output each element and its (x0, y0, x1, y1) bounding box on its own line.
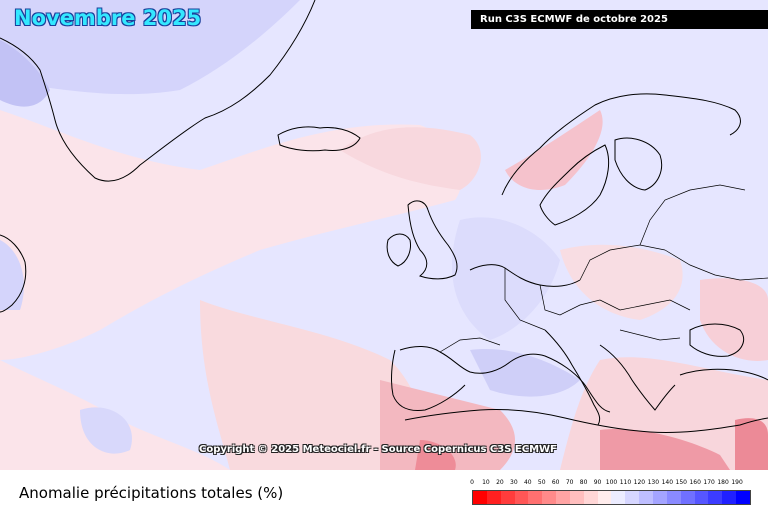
legend-tick-label: 0 (470, 479, 474, 486)
strong-anomaly-levant (735, 418, 768, 470)
legend-tick-label: 100 (605, 479, 618, 486)
legend-tick-label: 180 (717, 479, 729, 486)
great-britain-coast (407, 200, 458, 280)
legend-tick-label: 190 (731, 479, 743, 486)
ireland-coast (386, 233, 411, 267)
map-canvas (0, 0, 768, 470)
legend-swatch (583, 491, 598, 504)
legend-tick-label: 160 (689, 479, 701, 486)
negative-anomaly-labrador (0, 240, 24, 310)
coastlines (0, 0, 768, 434)
border-baltics-russia (639, 184, 746, 246)
legend-tick-label: 20 (496, 479, 504, 486)
positive-anomaly-north-africa (380, 380, 515, 470)
border-ukraine (664, 249, 768, 281)
legend-swatch (556, 491, 570, 504)
greenland-coast (0, 0, 316, 182)
portugal-coast (391, 349, 466, 411)
border-france-east (504, 268, 546, 331)
legend-swatch (528, 491, 543, 504)
legend-tick-label: 40 (523, 479, 532, 486)
copyright-text: Copyright © 2025 Meteociel.fr - Source C… (199, 444, 557, 455)
country-borders (439, 184, 768, 353)
positive-anomaly-atlantic (0, 110, 462, 360)
border-central (599, 299, 691, 311)
negative-anomaly-azores (80, 407, 132, 454)
legend-tick-label: 70 (565, 479, 574, 486)
legend-tick-label: 120 (633, 479, 646, 486)
legend-tick-label: 90 (593, 479, 602, 486)
turkey-coast (679, 368, 768, 381)
negative-anomaly-greenland-west (0, 40, 50, 107)
balkan-coast (599, 344, 676, 411)
legend-swatch (542, 491, 557, 504)
sweden-coast (539, 144, 610, 226)
negative-anomaly-western-med (470, 349, 580, 397)
legend-swatch (652, 491, 667, 504)
legend-swatch (569, 491, 584, 504)
border-balkans (619, 329, 681, 341)
map-title: Novembre 2025 (14, 6, 202, 30)
legend-tick-label: 150 (675, 479, 687, 486)
border-germany (539, 284, 601, 316)
north-africa-coast (404, 408, 768, 434)
negative-anomaly-france (451, 217, 560, 340)
positive-anomaly-east (700, 278, 768, 361)
north-sea-coast (469, 264, 581, 287)
legend-swatch (694, 491, 709, 504)
finland-coast (614, 137, 663, 191)
legend-tick-label: 170 (703, 479, 715, 486)
legend-swatch (625, 491, 640, 504)
legend-swatch (666, 491, 681, 504)
strong-anomaly-algeria (415, 440, 456, 470)
positive-anomaly-southwest (0, 360, 230, 470)
legend-swatch (486, 491, 501, 504)
labrador-coast (0, 234, 27, 313)
positive-anomaly-norway (505, 110, 603, 190)
black-sea-coast (689, 323, 744, 357)
positive-anomaly-central-europe (560, 244, 683, 320)
legend-tick-label: 130 (647, 479, 660, 486)
legend-tick-labels: 0 10 20 30 40 50 60 70 80 90 100 110 120 130 140 150 160… (462, 479, 758, 489)
norway-coast (501, 93, 741, 196)
legend-swatch (500, 491, 515, 504)
negative-anomaly-greenland (0, 0, 300, 95)
legend-tick-label: 50 (537, 479, 546, 486)
anomaly-map: Novembre 2025 Run C3S ECMWF de octobre 2… (0, 0, 768, 470)
legend-swatch (473, 491, 487, 504)
legend-caption: Anomalie précipitations totales (%) (19, 484, 284, 502)
run-label: Run C3S ECMWF de octobre 2025 (471, 10, 768, 29)
legend-swatch (514, 491, 529, 504)
positive-anomaly-midatlantic (340, 127, 481, 190)
legend-swatch (597, 491, 612, 504)
legend-tick-label: 110 (619, 479, 632, 486)
legend-tick-label: 80 (579, 479, 588, 486)
border-pyrenees (439, 337, 501, 353)
legend-swatch (736, 491, 750, 504)
legend-tick-label: 140 (661, 479, 674, 486)
strong-anomaly-libya-egypt (600, 429, 730, 470)
legend-panel: Anomalie précipitations totales (%) 0 10 2… (0, 470, 768, 512)
iceland-coast (277, 126, 361, 152)
legend-tick-label: 10 (482, 479, 490, 486)
border-poland (579, 244, 666, 281)
legend-swatch (611, 491, 626, 504)
legend-tick-label: 30 (510, 479, 518, 486)
legend-color-scale (472, 490, 751, 505)
legend-swatch (708, 491, 723, 504)
legend-swatch (639, 491, 653, 504)
legend-tick-label: 60 (551, 479, 560, 486)
italy-coast (544, 329, 601, 426)
legend-swatch (680, 491, 695, 504)
legend-swatch (722, 491, 737, 504)
